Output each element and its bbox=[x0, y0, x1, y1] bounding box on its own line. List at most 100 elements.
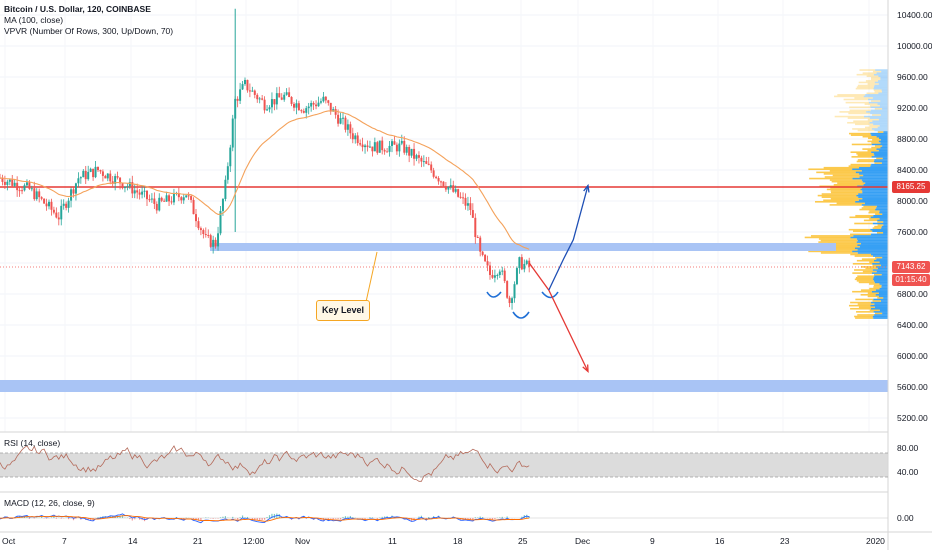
volume-profile-bar-down bbox=[853, 230, 873, 233]
volume-profile-bar-down bbox=[872, 70, 882, 73]
volume-profile-bar-down bbox=[823, 199, 859, 202]
candle-body bbox=[376, 142, 379, 153]
volume-profile-bar-down bbox=[874, 108, 883, 110]
candle-body bbox=[322, 96, 325, 102]
macd-histogram-bar bbox=[219, 517, 222, 518]
candle-body bbox=[351, 133, 354, 140]
candle-body bbox=[462, 197, 465, 199]
volume-profile-bar-down bbox=[876, 232, 884, 234]
volume-profile-bar-down bbox=[868, 211, 880, 214]
rsi-legend: RSI (14, close) bbox=[4, 438, 61, 448]
volume-profile-bar-up bbox=[875, 69, 888, 71]
candle-body bbox=[447, 186, 450, 190]
volume-profile-bar-up bbox=[881, 273, 888, 276]
candle-body bbox=[244, 79, 246, 85]
candle-body bbox=[449, 185, 452, 187]
candle-body bbox=[52, 209, 55, 213]
candle-body bbox=[219, 210, 222, 234]
volume-profile-bar-down bbox=[820, 249, 858, 251]
candle-body bbox=[89, 168, 92, 172]
macd-histogram-bar bbox=[332, 518, 334, 520]
volume-profile-bar-up bbox=[877, 267, 888, 270]
candle-body bbox=[312, 102, 315, 105]
macd-histogram-bar bbox=[192, 518, 195, 520]
candle-body bbox=[133, 190, 136, 194]
price-tick-label: 9600.00 bbox=[897, 72, 928, 82]
candle-body bbox=[253, 90, 256, 95]
macd-histogram-bar bbox=[200, 518, 202, 522]
candle-body bbox=[158, 197, 161, 211]
candle-body bbox=[128, 182, 131, 187]
volume-profile-bar-down bbox=[869, 218, 880, 220]
candle-body bbox=[48, 201, 50, 207]
volume-profile-bar-down bbox=[830, 190, 863, 192]
volume-profile-bar-up bbox=[882, 312, 888, 315]
volume-profile-bar-down bbox=[877, 297, 884, 299]
volume-profile-bar-down bbox=[830, 191, 863, 194]
candle-body bbox=[70, 189, 73, 201]
macd-signal-line bbox=[0, 515, 530, 522]
volume-profile-bar-down bbox=[874, 145, 883, 147]
volume-profile-bar-up bbox=[870, 301, 888, 304]
volume-profile-bar-down bbox=[854, 278, 874, 281]
volume-profile-bar-up bbox=[874, 303, 888, 305]
candle-body bbox=[104, 175, 107, 179]
macd-histogram-bar bbox=[467, 518, 469, 520]
volume-profile-bar-up bbox=[883, 224, 888, 226]
volume-profile-bar-down bbox=[868, 137, 880, 140]
volume-profile-bar-up bbox=[859, 245, 888, 248]
volume-profile-bar-up bbox=[852, 168, 888, 171]
volume-profile-bar-up bbox=[856, 241, 888, 243]
volume-profile-bar-down bbox=[875, 256, 883, 259]
macd-histogram-bar bbox=[246, 516, 249, 518]
macd-histogram-bar bbox=[131, 518, 133, 521]
volume-profile-bar-down bbox=[837, 182, 866, 184]
candle-body bbox=[43, 198, 46, 204]
head-arc bbox=[512, 311, 530, 319]
candle-body bbox=[3, 181, 6, 185]
volume-profile-bar-up bbox=[876, 205, 888, 208]
volume-profile bbox=[804, 69, 888, 319]
candle-body bbox=[295, 103, 298, 108]
candle-body bbox=[415, 155, 418, 159]
macd-histogram-bar bbox=[239, 517, 241, 518]
candle-body bbox=[55, 212, 58, 218]
volume-profile-bar-down bbox=[804, 236, 851, 239]
candle-body bbox=[126, 186, 129, 188]
macd-histogram-bar bbox=[474, 517, 476, 518]
volume-profile-bar-up bbox=[855, 201, 888, 203]
volume-profile-bar-down bbox=[855, 298, 874, 301]
volume-profile-bar-down bbox=[854, 222, 873, 225]
volume-profile-bar-up bbox=[877, 126, 888, 129]
volume-profile-bar-down bbox=[860, 289, 876, 291]
candle-body bbox=[256, 94, 259, 100]
key-level-callout[interactable]: Key Level bbox=[316, 300, 370, 321]
price-tick-label: 7600.00 bbox=[897, 227, 928, 237]
macd-histogram-bar bbox=[141, 518, 143, 521]
candle-body bbox=[217, 233, 220, 247]
rsi-line bbox=[0, 445, 530, 482]
candle-body bbox=[261, 98, 264, 100]
volume-profile-bar-down bbox=[818, 238, 857, 240]
volume-profile-bar-down bbox=[855, 214, 874, 217]
time-tick-label: Nov bbox=[295, 536, 311, 546]
candle-body bbox=[329, 102, 332, 112]
candle-body bbox=[337, 114, 340, 124]
candle-body bbox=[212, 239, 215, 247]
candle-body bbox=[97, 166, 99, 171]
candle-body bbox=[214, 239, 217, 247]
candle-body bbox=[190, 196, 193, 200]
candle-body bbox=[239, 89, 242, 101]
macd-histogram-bar bbox=[222, 516, 224, 518]
candle-body bbox=[300, 110, 303, 112]
candle-body bbox=[344, 117, 347, 130]
candle-body bbox=[246, 79, 249, 91]
price-axis[interactable]: 10400.00 10000.00 9600.00 9200.00 8800.00 840… bbox=[897, 10, 932, 423]
candle-body bbox=[319, 101, 322, 103]
volume-profile-bar-down bbox=[869, 261, 880, 264]
candle-body bbox=[226, 166, 229, 180]
candle-body bbox=[25, 182, 28, 186]
volume-profile-bar-down bbox=[855, 87, 874, 90]
time-axis[interactable]: Oct 7 14 21 12:00 Nov 11 18 25 Dec 9 16 23 2020 bbox=[2, 536, 885, 546]
